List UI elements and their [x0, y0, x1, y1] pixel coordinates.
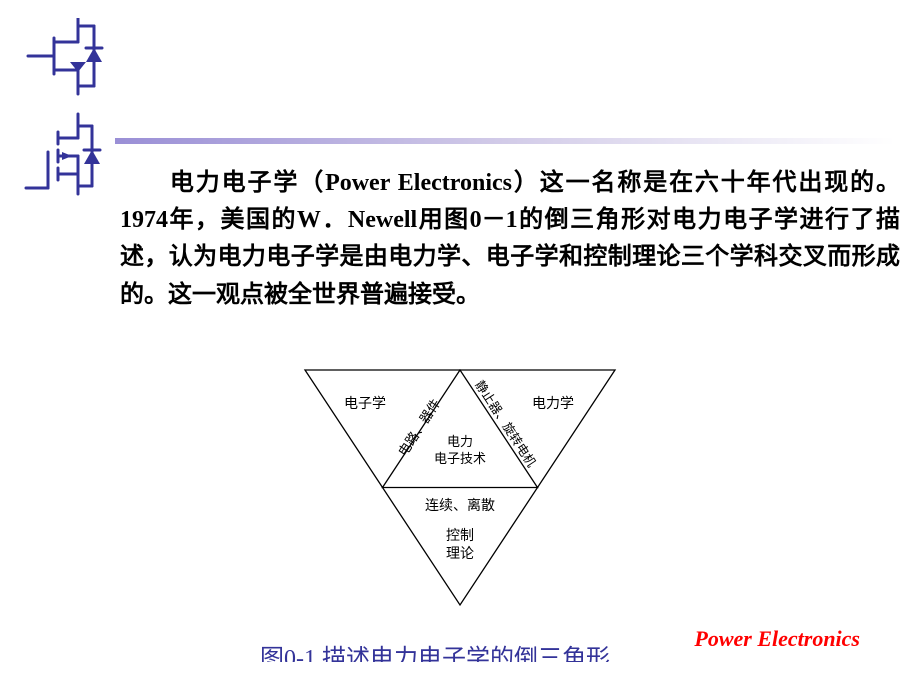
label-center-1: 电力 [447, 434, 473, 449]
paragraph-text: 电力电子学（Power Electronics）这一名称是在六十年代出现的。19… [120, 165, 900, 314]
header-divider [115, 138, 895, 144]
bottom-clip [0, 662, 920, 690]
label-bottom-1: 控制 [446, 528, 474, 544]
label-top-left: 电子学 [344, 396, 386, 412]
mosfet-icon [26, 114, 100, 194]
label-left-edge: 电路、器件 [395, 396, 443, 459]
newell-triangle-diagram: 电子学 电力学 电力 电子技术 连续、离散 控制 理论 电路、器件 静止器、旋转… [295, 360, 625, 620]
circuit-icons [24, 18, 112, 198]
label-mid-band: 连续、离散 [425, 497, 495, 514]
paragraph-content: 电力电子学（Power Electronics）这一名称是在六十年代出现的。19… [120, 170, 900, 308]
footer-brand: Power Electronics [694, 626, 860, 652]
igbt-icon [28, 18, 102, 94]
label-center-2: 电子技术 [434, 451, 486, 466]
label-top-right: 电力学 [532, 396, 574, 412]
label-bottom-2: 理论 [446, 546, 474, 562]
